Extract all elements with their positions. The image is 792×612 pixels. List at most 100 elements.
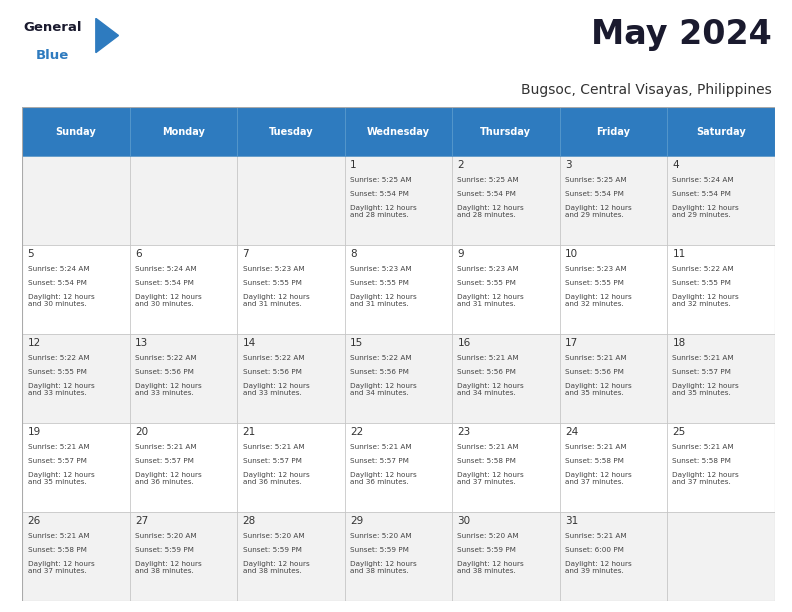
Text: Sunrise: 5:22 AM: Sunrise: 5:22 AM [135, 356, 196, 361]
Text: 6: 6 [135, 250, 142, 259]
Text: Sunset: 5:55 PM: Sunset: 5:55 PM [350, 280, 409, 286]
Bar [345, 156, 452, 245]
Text: Daylight: 12 hours
and 29 minutes.: Daylight: 12 hours and 29 minutes. [672, 205, 739, 218]
Text: Sunrise: 5:21 AM: Sunrise: 5:21 AM [458, 356, 519, 361]
Bar [130, 512, 237, 601]
Text: 12: 12 [28, 338, 41, 348]
Text: Daylight: 12 hours
and 37 minutes.: Daylight: 12 hours and 37 minutes. [28, 561, 94, 575]
Text: Daylight: 12 hours
and 34 minutes.: Daylight: 12 hours and 34 minutes. [350, 383, 417, 397]
Text: Daylight: 12 hours
and 34 minutes.: Daylight: 12 hours and 34 minutes. [458, 383, 524, 397]
Bar [237, 107, 345, 156]
Text: 21: 21 [242, 427, 256, 438]
Text: 17: 17 [565, 338, 578, 348]
Text: Sunrise: 5:21 AM: Sunrise: 5:21 AM [350, 444, 412, 450]
Text: Sunset: 5:54 PM: Sunset: 5:54 PM [135, 280, 194, 286]
Text: Sunrise: 5:22 AM: Sunrise: 5:22 AM [350, 356, 412, 361]
Text: 10: 10 [565, 250, 578, 259]
Text: Sunset: 5:57 PM: Sunset: 5:57 PM [672, 369, 731, 375]
Text: Sunrise: 5:22 AM: Sunrise: 5:22 AM [672, 266, 734, 272]
Text: Daylight: 12 hours
and 37 minutes.: Daylight: 12 hours and 37 minutes. [458, 472, 524, 485]
Text: Wednesday: Wednesday [367, 127, 430, 136]
Text: Daylight: 12 hours
and 31 minutes.: Daylight: 12 hours and 31 minutes. [350, 294, 417, 307]
Text: 7: 7 [242, 250, 249, 259]
Text: Sunset: 5:54 PM: Sunset: 5:54 PM [350, 191, 409, 197]
Text: 31: 31 [565, 517, 578, 526]
Text: Daylight: 12 hours
and 29 minutes.: Daylight: 12 hours and 29 minutes. [565, 205, 632, 218]
Text: Sunset: 5:59 PM: Sunset: 5:59 PM [350, 547, 409, 553]
Bar [560, 107, 667, 156]
Text: Sunrise: 5:23 AM: Sunrise: 5:23 AM [565, 266, 626, 272]
Text: Daylight: 12 hours
and 36 minutes.: Daylight: 12 hours and 36 minutes. [242, 472, 309, 485]
Bar [345, 334, 452, 423]
Text: Sunset: 5:56 PM: Sunset: 5:56 PM [458, 369, 516, 375]
Bar [452, 107, 560, 156]
Text: Sunrise: 5:21 AM: Sunrise: 5:21 AM [565, 533, 626, 539]
Text: Thursday: Thursday [481, 127, 531, 136]
Text: Sunrise: 5:21 AM: Sunrise: 5:21 AM [28, 533, 89, 539]
Text: Sunrise: 5:21 AM: Sunrise: 5:21 AM [672, 356, 734, 361]
Bar [667, 156, 775, 245]
Bar [237, 423, 345, 512]
Text: Sunset: 5:57 PM: Sunset: 5:57 PM [135, 458, 194, 464]
Text: Sunrise: 5:21 AM: Sunrise: 5:21 AM [672, 444, 734, 450]
Bar [22, 245, 130, 334]
Text: Daylight: 12 hours
and 36 minutes.: Daylight: 12 hours and 36 minutes. [135, 472, 202, 485]
Text: Sunrise: 5:23 AM: Sunrise: 5:23 AM [350, 266, 412, 272]
Text: Sunset: 5:54 PM: Sunset: 5:54 PM [28, 280, 86, 286]
Text: Sunrise: 5:21 AM: Sunrise: 5:21 AM [565, 444, 626, 450]
Text: Daylight: 12 hours
and 28 minutes.: Daylight: 12 hours and 28 minutes. [350, 205, 417, 218]
Text: Saturday: Saturday [696, 127, 746, 136]
Text: Sunrise: 5:20 AM: Sunrise: 5:20 AM [350, 533, 412, 539]
Text: Friday: Friday [596, 127, 630, 136]
Text: Daylight: 12 hours
and 33 minutes.: Daylight: 12 hours and 33 minutes. [135, 383, 202, 397]
Bar [452, 156, 560, 245]
Text: Sunset: 5:56 PM: Sunset: 5:56 PM [350, 369, 409, 375]
Text: Sunday: Sunday [55, 127, 97, 136]
Text: Sunset: 5:59 PM: Sunset: 5:59 PM [458, 547, 516, 553]
Text: 28: 28 [242, 517, 256, 526]
Text: 29: 29 [350, 517, 364, 526]
Text: 11: 11 [672, 250, 686, 259]
Text: 30: 30 [458, 517, 470, 526]
Text: Sunset: 5:58 PM: Sunset: 5:58 PM [458, 458, 516, 464]
Text: Sunset: 5:56 PM: Sunset: 5:56 PM [242, 369, 302, 375]
Text: 13: 13 [135, 338, 148, 348]
Text: Sunset: 5:55 PM: Sunset: 5:55 PM [458, 280, 516, 286]
Text: Monday: Monday [162, 127, 205, 136]
Text: General: General [24, 21, 82, 34]
Text: Sunset: 5:56 PM: Sunset: 5:56 PM [135, 369, 194, 375]
Text: Sunset: 5:57 PM: Sunset: 5:57 PM [242, 458, 302, 464]
Bar [560, 512, 667, 601]
Text: Sunrise: 5:24 AM: Sunrise: 5:24 AM [672, 177, 734, 184]
Bar [345, 245, 452, 334]
Text: Sunrise: 5:22 AM: Sunrise: 5:22 AM [28, 356, 89, 361]
Text: Sunrise: 5:21 AM: Sunrise: 5:21 AM [458, 444, 519, 450]
Bar [345, 512, 452, 601]
Bar [130, 245, 237, 334]
Bar [560, 334, 667, 423]
Text: Sunset: 5:57 PM: Sunset: 5:57 PM [350, 458, 409, 464]
Bar [22, 423, 130, 512]
Text: Daylight: 12 hours
and 31 minutes.: Daylight: 12 hours and 31 minutes. [242, 294, 309, 307]
Text: Sunset: 6:00 PM: Sunset: 6:00 PM [565, 547, 624, 553]
Text: Sunrise: 5:21 AM: Sunrise: 5:21 AM [242, 444, 304, 450]
Text: Daylight: 12 hours
and 39 minutes.: Daylight: 12 hours and 39 minutes. [565, 561, 632, 575]
Text: Sunrise: 5:20 AM: Sunrise: 5:20 AM [242, 533, 304, 539]
Text: Sunset: 5:55 PM: Sunset: 5:55 PM [565, 280, 624, 286]
Text: 2: 2 [458, 160, 464, 171]
Bar [130, 156, 237, 245]
Text: Sunrise: 5:25 AM: Sunrise: 5:25 AM [350, 177, 412, 184]
Bar [560, 423, 667, 512]
Text: Daylight: 12 hours
and 36 minutes.: Daylight: 12 hours and 36 minutes. [350, 472, 417, 485]
Text: Tuesday: Tuesday [268, 127, 313, 136]
Text: Sunrise: 5:23 AM: Sunrise: 5:23 AM [458, 266, 519, 272]
Text: 19: 19 [28, 427, 41, 438]
Text: Sunset: 5:55 PM: Sunset: 5:55 PM [28, 369, 86, 375]
Text: 20: 20 [135, 427, 148, 438]
Text: Daylight: 12 hours
and 35 minutes.: Daylight: 12 hours and 35 minutes. [672, 383, 739, 397]
Text: Sunrise: 5:25 AM: Sunrise: 5:25 AM [458, 177, 519, 184]
Text: 25: 25 [672, 427, 686, 438]
Text: Sunset: 5:58 PM: Sunset: 5:58 PM [565, 458, 624, 464]
Text: Sunset: 5:58 PM: Sunset: 5:58 PM [672, 458, 731, 464]
Text: Sunrise: 5:21 AM: Sunrise: 5:21 AM [28, 444, 89, 450]
